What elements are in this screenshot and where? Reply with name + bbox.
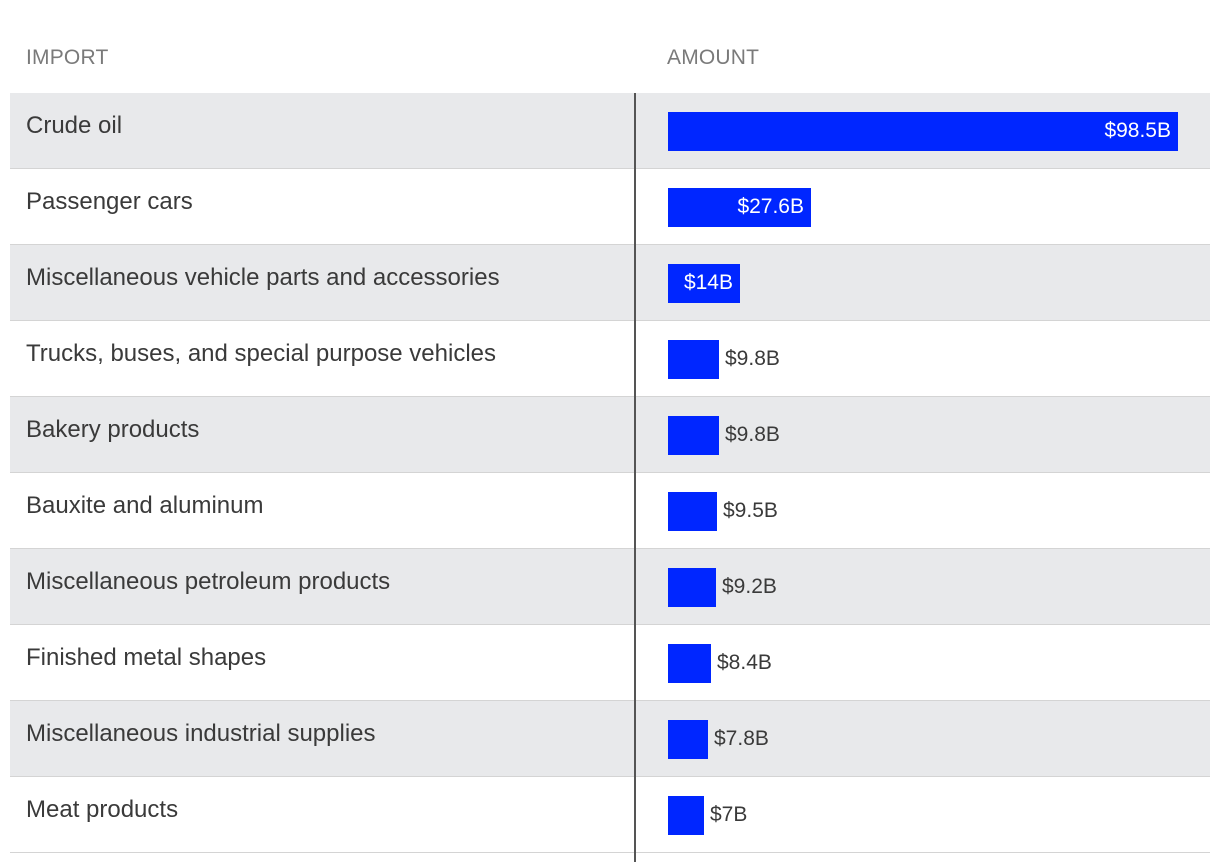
bar (668, 492, 717, 531)
import-label: Finished metal shapes (26, 644, 267, 671)
table-row: Meat products $7B (10, 777, 1210, 853)
table-row: Miscellaneous vehicle parts and accessor… (10, 245, 1210, 321)
import-label: Passenger cars (26, 188, 193, 215)
import-label: Meat products (26, 796, 179, 823)
import-label: Miscellaneous vehicle parts and accessor… (26, 264, 500, 291)
table-row: Miscellaneous petroleum products $9.2B (10, 549, 1210, 625)
bar (668, 340, 719, 379)
value-label: $7.8B (714, 727, 769, 750)
bar (668, 264, 740, 303)
bar (668, 644, 711, 683)
import-label: Bakery products (26, 416, 200, 443)
table-row: Trucks, buses, and special purpose vehic… (10, 321, 1210, 397)
value-label: $14B (683, 271, 733, 294)
bar (668, 720, 708, 759)
column-divider (634, 93, 636, 862)
table-row: Miscellaneous industrial supplies $7.8B (10, 701, 1210, 777)
value-label: $98.5B (1104, 119, 1171, 142)
value-label: $9.5B (723, 499, 778, 522)
value-label: $27.6B (737, 195, 804, 218)
column-header-amount: AMOUNT (667, 46, 760, 69)
bar (668, 112, 1178, 151)
import-label: Trucks, buses, and special purpose vehic… (26, 340, 497, 367)
table-row: Passenger cars $27.6B (10, 169, 1210, 245)
column-header-import: IMPORT (26, 46, 109, 69)
table-row: Bakery products $9.8B (10, 397, 1210, 473)
value-label: $9.8B (725, 347, 780, 370)
table-row: Crude oil $98.5B (10, 93, 1210, 169)
import-label: Miscellaneous petroleum products (26, 568, 391, 595)
bar (668, 188, 811, 227)
bar (668, 568, 716, 607)
table-row: Finished metal shapes $8.4B (10, 625, 1210, 701)
table-row: Bauxite and aluminum $9.5B (10, 473, 1210, 549)
value-label: $7B (710, 803, 748, 826)
import-label: Crude oil (26, 112, 123, 139)
value-label: $8.4B (717, 651, 772, 674)
import-label: Bauxite and aluminum (26, 492, 264, 519)
imports-bar-table: Crude oil $98.5B Passenger cars $27.6B Misce… (10, 93, 1210, 862)
import-label: Miscellaneous industrial supplies (26, 720, 376, 747)
bar (668, 796, 704, 835)
bar (668, 416, 719, 455)
value-label: $9.2B (722, 575, 777, 598)
table-header: IMPORT AMOUNT (0, 46, 1220, 76)
value-label: $9.8B (725, 423, 780, 446)
